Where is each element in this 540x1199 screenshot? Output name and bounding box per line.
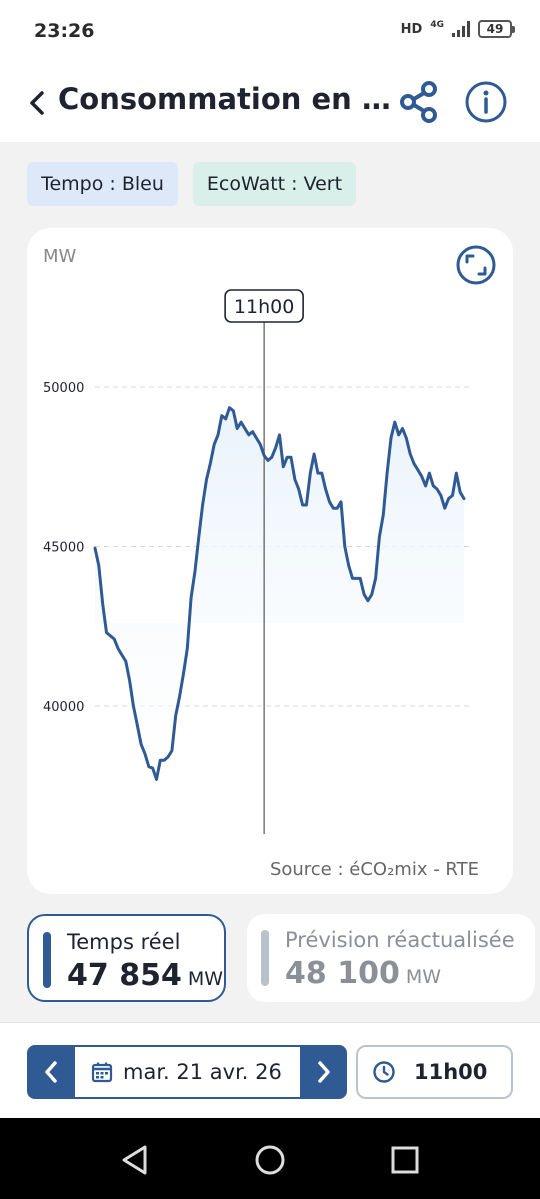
realtime-value: 47 854 <box>67 958 182 993</box>
cursor-label: 11h00 <box>234 296 294 318</box>
status-icons: HD 4G 49 <box>400 20 515 38</box>
network-type: 4G <box>430 20 444 30</box>
share-button[interactable] <box>398 80 440 124</box>
chart-source: Source : éCO₂mix - RTE <box>269 859 479 880</box>
y-tick-40000: 40000 <box>43 700 84 715</box>
app-bar: Consommation en Fra... <box>0 64 540 142</box>
consumption-chart[interactable]: 40000 45000 50000 11h00 <box>27 228 513 894</box>
system-recents-icon[interactable] <box>385 1140 425 1180</box>
chart-card[interactable]: 40000 45000 50000 11h00 MW Source : éCO₂mix… <box>27 228 513 894</box>
cursor-label-box <box>224 289 304 323</box>
status-time: 23:26 <box>34 20 95 42</box>
previous-day-button[interactable] <box>27 1045 75 1099</box>
calendar-icon <box>91 1062 113 1083</box>
chevron-right-icon <box>317 1061 330 1083</box>
info-button[interactable] <box>464 80 508 124</box>
y-axis-unit: MW <box>43 246 77 267</box>
signal-icon <box>452 21 470 37</box>
chevron-left-icon <box>45 1061 57 1083</box>
battery-icon: 49 <box>478 20 515 38</box>
time-picker[interactable]: 11h00 <box>356 1045 513 1099</box>
date-time-controls: mar. 21 avr. 26 11h00 <box>0 1022 540 1118</box>
system-home-icon[interactable] <box>250 1140 290 1180</box>
expand-button[interactable] <box>455 244 497 286</box>
date-value: mar. 21 avr. 26 <box>123 1060 282 1084</box>
y-tick-50000: 50000 <box>43 381 84 396</box>
date-picker[interactable]: mar. 21 avr. 26 <box>75 1045 300 1099</box>
share-icon <box>400 81 437 123</box>
system-navigation-bar <box>0 1118 540 1199</box>
ecowatt-chip[interactable]: EcoWatt : Vert <box>193 162 356 206</box>
forecast-card[interactable]: Prévision réactualisée 48 100 MW <box>247 914 535 1002</box>
realtime-value-line: 47 854 MW <box>67 958 223 993</box>
realtime-unit: MW <box>187 968 224 990</box>
hd-indicator: HD <box>400 21 423 37</box>
realtime-card[interactable]: Temps réel 47 854 MW <box>27 914 226 1002</box>
y-tick-45000: 45000 <box>43 541 84 556</box>
chevron-left-icon <box>30 91 44 115</box>
realtime-color-bar <box>43 932 51 988</box>
back-button[interactable] <box>22 86 52 120</box>
battery-level: 49 <box>486 22 504 36</box>
status-bar: 23:26 HD 4G 49 <box>0 0 540 64</box>
next-day-button[interactable] <box>300 1045 347 1099</box>
consumption-area <box>95 407 464 780</box>
time-value: 11h00 <box>414 1060 488 1084</box>
forecast-value-line: 48 100 MW <box>285 956 441 991</box>
expand-icon <box>456 245 496 285</box>
forecast-label: Prévision réactualisée <box>285 928 515 952</box>
page-title: Consommation en Fra... <box>58 82 398 116</box>
consumption-line <box>93 406 466 781</box>
realtime-label: Temps réel <box>67 930 181 954</box>
clock-icon <box>373 1061 395 1083</box>
tempo-chip[interactable]: Tempo : Bleu <box>27 162 178 206</box>
forecast-unit: MW <box>405 966 442 988</box>
forecast-color-bar <box>261 930 269 986</box>
info-icon <box>465 81 507 123</box>
forecast-value: 48 100 <box>285 956 400 991</box>
system-back-icon[interactable] <box>115 1140 155 1180</box>
